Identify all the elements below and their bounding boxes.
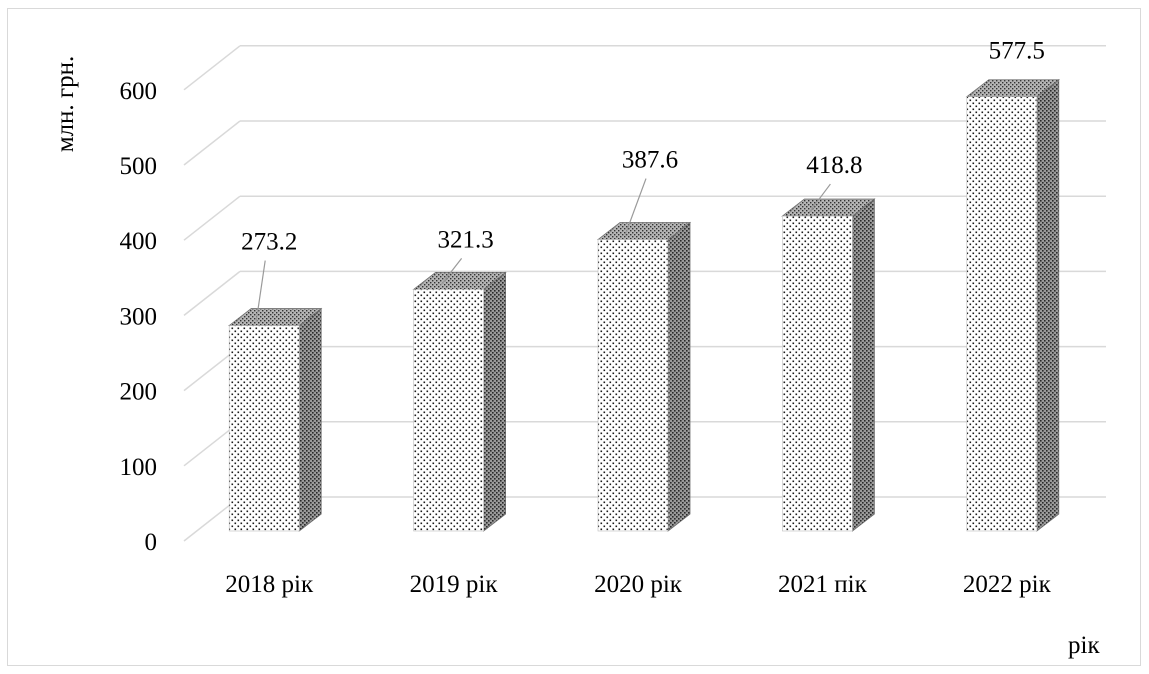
bar (412, 271, 507, 532)
data-label: 387.6 (622, 147, 678, 174)
data-label: 273.2 (241, 229, 297, 256)
bar-front (782, 215, 853, 532)
y-axis-label: млн. грн. (52, 56, 79, 153)
bar (781, 198, 876, 532)
y-tick-label: 600 (120, 78, 158, 105)
data-label-leader (808, 183, 831, 213)
bar (965, 78, 1060, 532)
bar-side (667, 221, 691, 532)
bar (596, 221, 692, 532)
gridline-side (183, 120, 241, 166)
data-label-leader (440, 258, 463, 286)
bar-side (298, 307, 322, 532)
gridline-side (183, 195, 241, 241)
y-tick-label: 100 (120, 454, 158, 481)
data-label-leader (255, 260, 266, 322)
y-tick-label: 300 (120, 303, 158, 330)
x-tick-label: 2020 рік (594, 571, 683, 598)
x-tick-label: 2019 рік (410, 571, 499, 598)
y-tick-label: 200 (120, 379, 158, 406)
bar-front (966, 96, 1038, 532)
data-label: 321.3 (437, 226, 493, 253)
bar-front (413, 289, 484, 532)
data-label: 418.8 (806, 152, 862, 179)
x-tick-label: 2022 рік (963, 571, 1052, 598)
data-label-leader (624, 178, 647, 236)
gridline-side (183, 45, 241, 91)
bar (228, 307, 323, 532)
data-label: 577.5 (989, 38, 1045, 65)
x-tick-label: 2021 пік (778, 571, 868, 598)
gridline-side (183, 270, 241, 316)
bars (228, 78, 1060, 532)
gridlines (183, 45, 1106, 542)
chart-frame (7, 8, 1141, 666)
bar-side (1036, 78, 1060, 532)
y-tick-label: 500 (120, 153, 158, 180)
x-tick-label: 2018 рік (225, 571, 314, 598)
bar-front (597, 239, 669, 532)
y-tick-label: 400 (120, 228, 158, 255)
bar-side (483, 271, 507, 532)
bar-side (852, 198, 875, 532)
x-axis-label: рік (1068, 632, 1100, 659)
y-tick-label: 0 (145, 529, 158, 556)
labels: 0 100 200 300 400 500 600 2018 рік 273.2 2019 рік… (120, 38, 1052, 598)
bar-front (228, 325, 300, 532)
